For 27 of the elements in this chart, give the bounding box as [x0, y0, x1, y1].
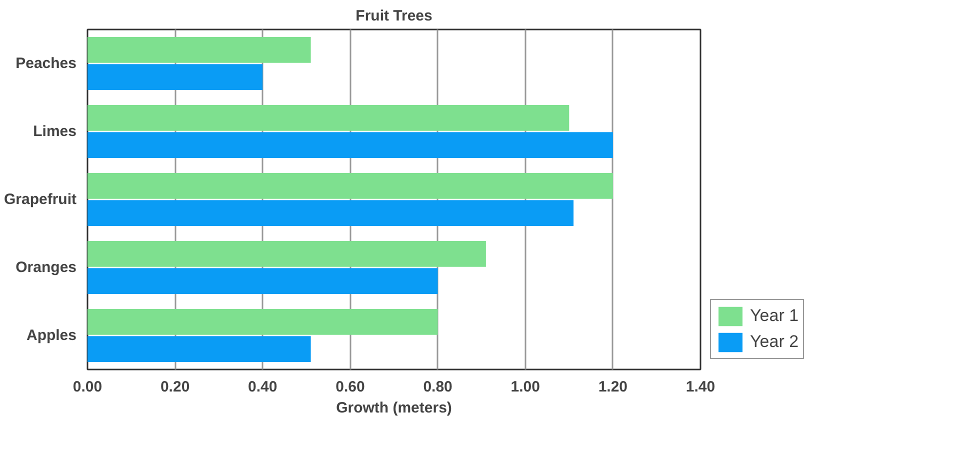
bar: [88, 308, 438, 335]
chart-title: Fruit Trees: [356, 8, 432, 24]
x-tick-label: 0.80: [423, 378, 452, 396]
y-tick-label: Peaches: [16, 55, 77, 72]
y-tick-label: Oranges: [16, 259, 76, 276]
x-tick-label: 1.20: [598, 378, 628, 396]
x-tick-label: 0.20: [160, 378, 190, 396]
legend-label: Year 1: [750, 306, 799, 326]
x-tick-label: 0.40: [248, 378, 278, 396]
bar: [88, 132, 613, 158]
bar: [88, 104, 570, 131]
x-axis-title: Growth (meters): [336, 400, 452, 416]
bar: [88, 36, 311, 63]
bar: [88, 336, 311, 362]
x-tick-label: 0.60: [336, 378, 365, 396]
bar: [88, 64, 263, 90]
y-tick-label: Grapefruit: [4, 191, 77, 208]
x-tick-label: 1.00: [510, 378, 540, 396]
x-tick-label: 0.00: [72, 378, 102, 396]
bar: [88, 240, 486, 267]
legend-label: Year 2: [750, 332, 799, 352]
bar: [88, 172, 613, 199]
x-tick-label: 1.40: [686, 378, 716, 396]
bar: [88, 200, 574, 226]
bar: [88, 268, 438, 294]
y-tick-label: Apples: [26, 327, 77, 344]
y-tick-label: Limes: [33, 123, 77, 140]
